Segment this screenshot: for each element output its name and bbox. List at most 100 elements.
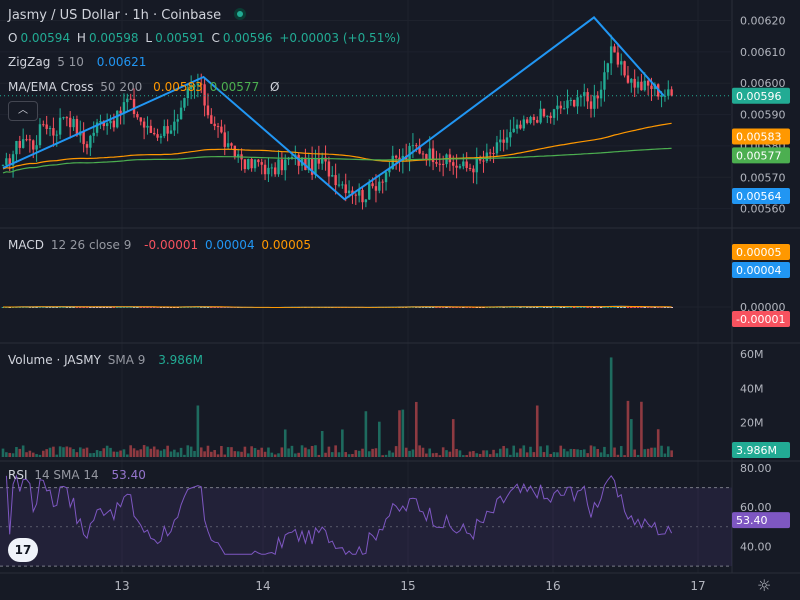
- volume-bar: [539, 446, 542, 457]
- macd-hist-bar: [549, 306, 552, 308]
- candle-body: [620, 61, 623, 65]
- candle-body: [243, 159, 247, 170]
- zigzag-legend[interactable]: ZigZag 5 10 0.00621: [8, 55, 149, 69]
- time-axis-label: 14: [255, 579, 270, 593]
- candle-body: [552, 109, 556, 118]
- macd-hist-bar: [109, 307, 112, 308]
- price-tick-label: 0.00600: [740, 77, 786, 90]
- zigzag-value: 0.00621: [96, 55, 147, 69]
- macd-hist-bar: [112, 307, 116, 308]
- macd-signal-line: [3, 305, 672, 308]
- candle-body: [159, 136, 163, 138]
- volume-bar: [475, 453, 479, 457]
- candle-body: [368, 183, 371, 200]
- volume-bar: [55, 454, 59, 457]
- chart-title: Jasmy / US Dollar · 1h · Coinbase: [8, 8, 249, 23]
- macd-hist-bar: [431, 306, 435, 308]
- candle-body: [455, 165, 458, 168]
- volume-bar: [310, 445, 314, 457]
- settings-gear-icon[interactable]: ☼: [757, 576, 772, 595]
- macd-hist-bar: [428, 306, 432, 308]
- symbol-title: Jasmy / US Dollar · 1h · Coinbase: [8, 8, 222, 23]
- time-axis-label: 16: [545, 579, 560, 593]
- market-status-icon[interactable]: [234, 8, 247, 20]
- candle-body: [522, 119, 525, 129]
- macd-hist-bar: [653, 307, 657, 308]
- macd-hist-bar: [62, 306, 65, 308]
- volume-tick-label: 20M: [740, 417, 764, 430]
- candle-body: [233, 145, 237, 157]
- tradingview-logo[interactable]: 17: [8, 538, 38, 562]
- volume-bar: [18, 448, 22, 457]
- volume-bar: [572, 449, 576, 457]
- volume-bar: [327, 446, 331, 457]
- candle-body: [606, 63, 609, 73]
- high-value: 0.00598: [88, 31, 139, 45]
- volume-bar: [220, 445, 223, 457]
- chevron-up-icon: ︿: [18, 105, 28, 116]
- volume-bar: [193, 450, 196, 457]
- macd-hist-bar: [519, 306, 522, 308]
- candle-body: [75, 119, 79, 136]
- hidden-icon[interactable]: Ø: [270, 80, 280, 94]
- candle-body: [468, 167, 472, 169]
- volume-bar: [458, 450, 462, 457]
- volume-bar: [173, 449, 176, 457]
- candle-body: [95, 122, 99, 133]
- volume-bar: [643, 449, 647, 457]
- candle-body: [334, 175, 337, 186]
- candle-body: [663, 95, 667, 97]
- macd-hist-bar: [42, 306, 45, 308]
- volume-bar: [183, 454, 186, 457]
- rsi-tick-label: 80.00: [740, 462, 772, 475]
- candle-body: [529, 116, 532, 123]
- candle-body: [532, 116, 536, 120]
- volume-bar: [72, 449, 75, 457]
- rsi-legend[interactable]: RSI 14 SMA 14 53.40: [8, 468, 149, 482]
- macd-hist-bar: [441, 307, 445, 308]
- low-value: 0.00591: [155, 31, 205, 45]
- macd-hist-bar: [136, 306, 139, 308]
- candle-body: [489, 152, 492, 154]
- macd-hist-bar: [599, 307, 603, 308]
- volume-bar: [616, 454, 620, 457]
- volume-legend[interactable]: Volume · JASMY SMA 9 3.986M: [8, 353, 206, 367]
- candle-body: [273, 167, 277, 175]
- macd-legend[interactable]: MACD 12 26 close 9 -0.00001 0.00004 0.00…: [8, 238, 314, 252]
- macd-hist-bar: [539, 306, 542, 308]
- candle-body: [163, 126, 166, 137]
- volume-bar: [472, 450, 475, 457]
- candle-body: [183, 98, 186, 108]
- open-value: 0.00594: [20, 31, 71, 45]
- volume-bar: [260, 447, 264, 457]
- last-price-tag: 0.00596: [736, 90, 782, 103]
- candle-body: [589, 101, 593, 109]
- candle-body: [646, 80, 650, 86]
- candle-body: [452, 162, 455, 166]
- volume-bar: [646, 448, 650, 457]
- volume-bar: [109, 447, 112, 457]
- macd-hist-bar: [569, 306, 573, 308]
- rsi-line: [5, 474, 673, 556]
- volume-bar: [579, 449, 583, 457]
- macd-hist-bar: [542, 306, 546, 308]
- candle-body: [146, 125, 149, 128]
- ma-ema-legend[interactable]: MA/EMA Cross 50 200 0.00583 0.00577 Ø: [8, 80, 282, 94]
- macd-hist-bar: [458, 307, 462, 308]
- macd-value: 0.00004: [204, 238, 255, 252]
- volume-bar: [431, 453, 435, 457]
- volume-bar: [636, 454, 640, 457]
- volume-bar: [186, 445, 190, 457]
- macd-hist-bar: [623, 306, 626, 308]
- volume-bar: [495, 453, 499, 457]
- collapse-legend-button[interactable]: ︿: [8, 101, 38, 121]
- candle-body: [129, 98, 132, 100]
- macd-hist-bar: [640, 307, 643, 308]
- ma-ema-params: 50 200: [100, 80, 143, 94]
- candle-body: [381, 181, 384, 183]
- price-tick-label: 0.00560: [740, 203, 786, 216]
- macd-value-tag-bg: [732, 262, 790, 278]
- volume-bar: [670, 450, 673, 457]
- volume-bar: [169, 451, 173, 457]
